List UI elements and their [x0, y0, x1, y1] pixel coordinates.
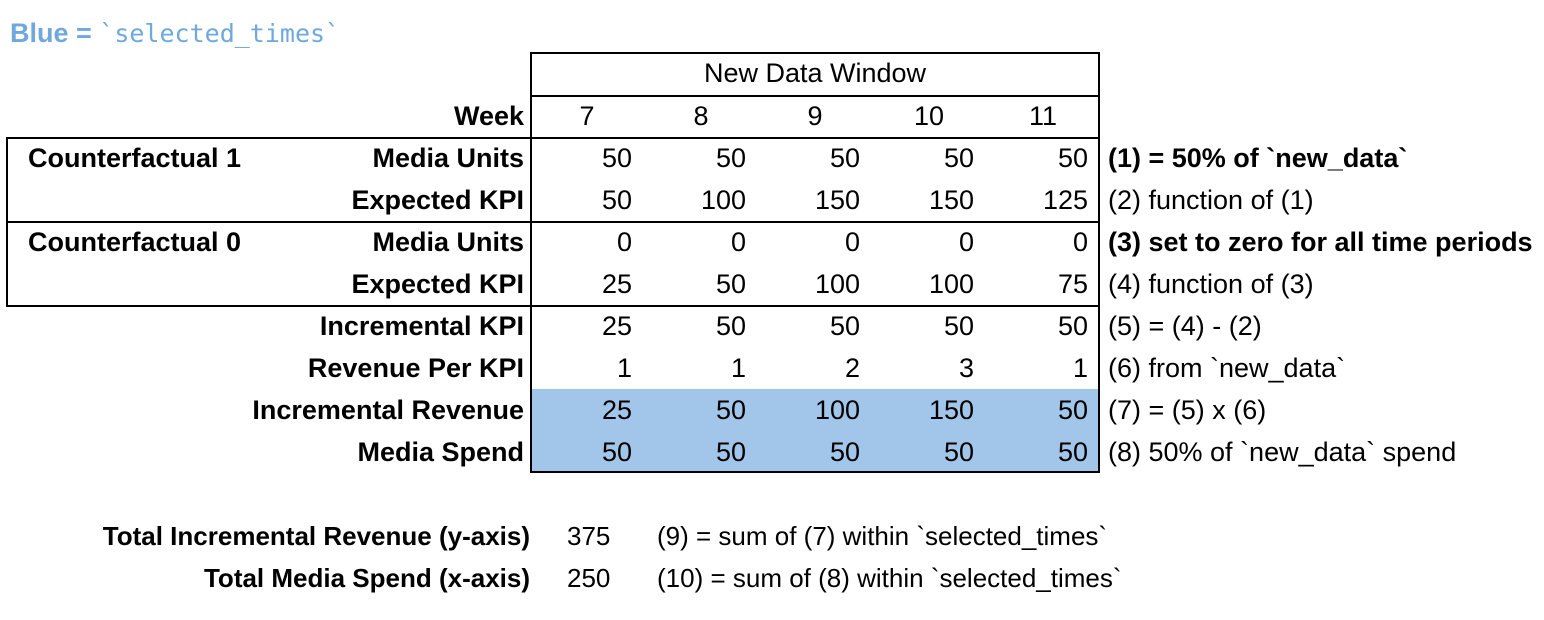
table-cell: 50	[943, 310, 974, 341]
row-label-cell: Incremental KPI	[6, 311, 530, 342]
table-cell-highlighted: 50	[644, 389, 758, 431]
row-label-cell: Counterfactual 1 Media Units	[6, 143, 530, 174]
table-cell: 75	[1057, 268, 1088, 299]
row-label: Expected KPI	[351, 184, 524, 215]
table-cell: 50	[715, 268, 746, 299]
week-cell: 11	[1028, 100, 1058, 131]
table-cell: 3	[958, 352, 974, 383]
table-cell: 50	[829, 310, 860, 341]
table-cell-highlighted: 50	[758, 431, 872, 473]
row-label-cell: Media Spend	[6, 437, 530, 468]
table-cell: 0	[844, 226, 860, 257]
week-cell: 9	[807, 100, 823, 131]
table-cell-highlighted: 50	[986, 431, 1100, 473]
week-label: Week	[453, 100, 524, 131]
row-annotation: (3) set to zero for all time periods	[1108, 226, 1533, 257]
summary-value: 375	[567, 520, 611, 551]
row-label-cell: Incremental Revenue	[6, 395, 530, 426]
table-cell: 150	[928, 184, 974, 215]
row-annotation: (8) 50% of `new_data` spend	[1108, 436, 1457, 467]
summary-annotation: (9) = sum of (7) within `selected_times`	[657, 520, 1108, 551]
row-label-cell: Expected KPI	[6, 269, 530, 300]
table-cell: 0	[958, 226, 974, 257]
table-cell: 50	[601, 142, 632, 173]
table-cell: 1	[616, 352, 632, 383]
table-row: Counterfactual 0 Media Units 0 0 0 0 0 (…	[6, 221, 1533, 263]
row-label: Media Spend	[357, 436, 524, 467]
table-cell: 50	[601, 184, 632, 215]
summary-row: Total Incremental Revenue (y-axis) 375 (…	[0, 515, 1122, 557]
totals-summary: Total Incremental Revenue (y-axis) 375 (…	[0, 515, 1122, 599]
row-annotation: (4) function of (3)	[1108, 268, 1314, 299]
week-cell: 8	[693, 100, 709, 131]
table-cell: 50	[943, 142, 974, 173]
table-cell: 50	[715, 310, 746, 341]
summary-label: Total Incremental Revenue (y-axis)	[102, 520, 530, 551]
table-cell: 50	[829, 142, 860, 173]
table-row: Expected KPI 25 50 100 100 75 (4) functi…	[6, 263, 1533, 305]
table-cell-highlighted: 50	[872, 431, 986, 473]
row-annotation: (1) = 50% of `new_data`	[1108, 142, 1408, 173]
table-cell-highlighted: 25	[530, 389, 644, 431]
week-cell: 10	[913, 100, 945, 131]
table-cell: 2	[844, 352, 860, 383]
table-row-highlighted: Incremental Revenue 25 50 100 150 50 (7)…	[6, 389, 1533, 431]
table-cell: 100	[928, 268, 974, 299]
row-label-cell: Expected KPI	[6, 185, 530, 216]
table-cell: 50	[715, 142, 746, 173]
row-annotation: (5) = (4) - (2)	[1108, 310, 1262, 341]
table-row: Incremental KPI 25 50 50 50 50 (5) = (4)…	[6, 305, 1533, 347]
summary-value: 250	[567, 562, 611, 593]
counterfactual-table: New Data Window Week 7 8 9 10 11 Counter…	[6, 52, 1533, 473]
table-cell-highlighted: 50	[986, 389, 1100, 431]
row-label: Media Units	[372, 226, 524, 257]
row-annotation: (2) function of (1)	[1108, 184, 1314, 215]
legend-prefix: Blue =	[10, 17, 100, 48]
row-label: Revenue Per KPI	[307, 352, 524, 383]
group-label: Counterfactual 0	[28, 226, 242, 257]
table-cell-highlighted: 50	[530, 431, 644, 473]
row-label-cell: Revenue Per KPI	[6, 353, 530, 384]
row-label: Incremental Revenue	[252, 394, 524, 425]
table-cell: 1	[730, 352, 746, 383]
table-cell: 0	[730, 226, 746, 257]
summary-label: Total Media Spend (x-axis)	[203, 562, 530, 593]
summary-row: Total Media Spend (x-axis) 250 (10) = su…	[0, 557, 1122, 599]
table-cell-highlighted: 100	[758, 389, 872, 431]
row-annotation: (7) = (5) x (6)	[1108, 394, 1267, 425]
row-label: Expected KPI	[351, 268, 524, 299]
row-label: Media Units	[372, 142, 524, 173]
table-cell: 0	[616, 226, 632, 257]
table-cell: 0	[1072, 226, 1088, 257]
summary-annotation: (10) = sum of (8) within `selected_times…	[657, 562, 1122, 593]
week-label-cell: Week	[6, 101, 530, 132]
table-cell-highlighted: 150	[872, 389, 986, 431]
row-label: Incremental KPI	[319, 310, 524, 341]
table-header-row: New Data Window	[6, 52, 1533, 95]
new-data-window-header: New Data Window	[703, 58, 927, 88]
legend-code: `selected_times`	[99, 18, 341, 48]
legend-blue-selected-times: Blue = `selected_times`	[10, 14, 340, 52]
table-cell: 25	[601, 310, 632, 341]
table-cell: 100	[814, 268, 860, 299]
table-cell: 1	[1072, 352, 1088, 383]
table-cell: 150	[814, 184, 860, 215]
table-cell: 50	[1057, 310, 1088, 341]
table-row-highlighted: Media Spend 50 50 50 50 50 (8) 50% of `n…	[6, 431, 1533, 473]
table-row: Counterfactual 1 Media Units 50 50 50 50…	[6, 137, 1533, 179]
table-row: Expected KPI 50 100 150 150 125 (2) func…	[6, 179, 1533, 221]
table-cell: 25	[601, 268, 632, 299]
row-annotation: (6) from `new_data`	[1108, 352, 1346, 383]
group-label: Counterfactual 1	[28, 142, 242, 173]
row-label-cell: Counterfactual 0 Media Units	[6, 227, 530, 258]
table-cell-highlighted: 50	[644, 431, 758, 473]
table-cell: 100	[700, 184, 746, 215]
week-cell: 7	[579, 100, 595, 131]
table-cell: 125	[1042, 184, 1088, 215]
table-cell: 50	[1057, 142, 1088, 173]
week-row: Week 7 8 9 10 11	[6, 95, 1533, 137]
table-row: Revenue Per KPI 1 1 2 3 1 (6) from `new_…	[6, 347, 1533, 389]
